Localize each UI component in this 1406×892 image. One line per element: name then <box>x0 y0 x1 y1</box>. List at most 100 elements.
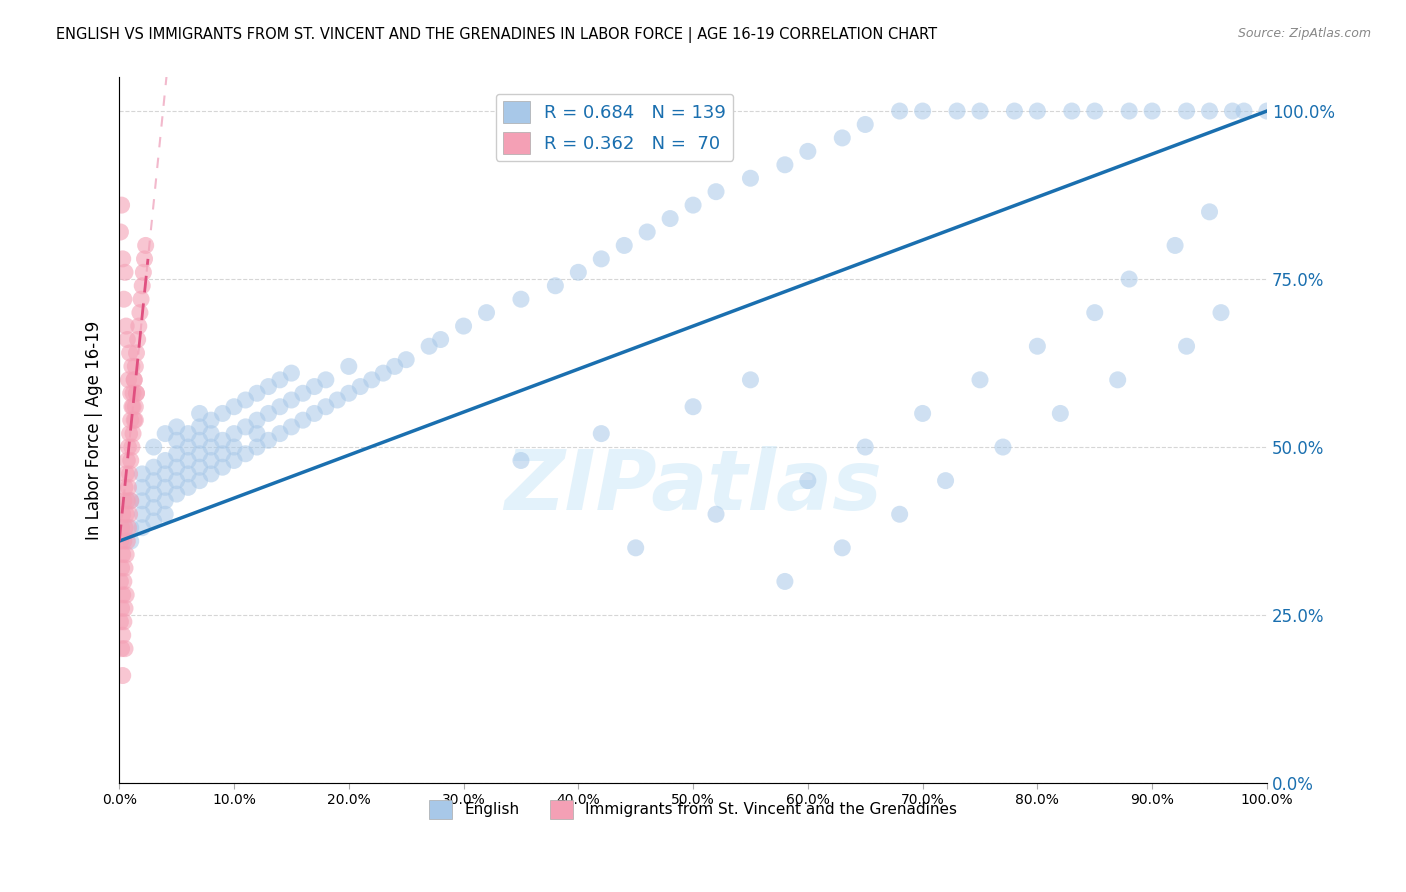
Point <box>235 420 257 434</box>
Point <box>1002 103 1025 118</box>
Point <box>969 373 991 387</box>
Point <box>1164 238 1187 252</box>
Point <box>704 508 727 522</box>
Point <box>1118 272 1140 286</box>
Point <box>110 198 132 212</box>
Point <box>166 460 188 475</box>
Point <box>112 615 135 629</box>
Point <box>991 440 1014 454</box>
Point <box>246 426 269 441</box>
Point <box>269 400 291 414</box>
Point <box>131 508 153 522</box>
Point <box>111 588 134 602</box>
Point <box>125 346 148 360</box>
Point <box>969 103 991 118</box>
Point <box>112 493 135 508</box>
Point <box>1256 103 1278 118</box>
Point <box>188 474 211 488</box>
Point <box>125 386 148 401</box>
Point <box>889 103 911 118</box>
Point <box>337 386 360 401</box>
Point <box>121 359 143 374</box>
Point <box>200 467 222 481</box>
Point <box>131 480 153 494</box>
Point <box>114 641 136 656</box>
Point <box>211 447 233 461</box>
Point <box>1209 305 1232 319</box>
Point <box>510 292 533 306</box>
Point <box>269 373 291 387</box>
Point <box>222 426 245 441</box>
Point <box>135 238 157 252</box>
Point <box>235 392 257 407</box>
Point <box>110 225 132 239</box>
Point <box>222 400 245 414</box>
Point <box>475 305 498 319</box>
Point <box>122 373 145 387</box>
Point <box>246 413 269 427</box>
Point <box>1118 103 1140 118</box>
Point <box>110 521 132 535</box>
Point <box>142 500 165 515</box>
Point <box>127 333 149 347</box>
Point <box>131 521 153 535</box>
Point <box>510 453 533 467</box>
Point <box>257 406 280 420</box>
Point <box>112 534 135 549</box>
Point <box>188 447 211 461</box>
Point <box>889 508 911 522</box>
Point <box>142 487 165 501</box>
Point <box>1222 103 1244 118</box>
Point <box>280 420 302 434</box>
Point <box>120 413 142 427</box>
Point <box>280 392 302 407</box>
Point <box>120 493 142 508</box>
Point <box>112 292 135 306</box>
Point <box>142 474 165 488</box>
Point <box>1198 204 1220 219</box>
Point <box>129 292 152 306</box>
Point <box>117 493 139 508</box>
Point <box>360 373 382 387</box>
Point <box>110 561 132 575</box>
Point <box>166 447 188 461</box>
Point <box>153 426 176 441</box>
Point <box>740 171 762 186</box>
Point <box>177 440 200 454</box>
Point <box>624 541 647 555</box>
Point <box>544 278 567 293</box>
Point <box>591 252 613 266</box>
Point <box>120 386 142 401</box>
Point <box>114 480 136 494</box>
Point <box>153 493 176 508</box>
Point <box>117 480 139 494</box>
Point <box>567 265 589 279</box>
Point <box>200 440 222 454</box>
Point <box>304 406 326 420</box>
Point <box>429 333 451 347</box>
Point <box>222 453 245 467</box>
Point <box>142 440 165 454</box>
Point <box>115 508 138 522</box>
Point <box>111 548 134 562</box>
Point <box>1233 103 1256 118</box>
Point <box>110 641 132 656</box>
Point <box>659 211 682 226</box>
Point <box>773 158 796 172</box>
Point <box>124 400 146 414</box>
Point <box>115 319 138 334</box>
Point <box>373 366 395 380</box>
Point <box>349 379 371 393</box>
Point <box>315 373 337 387</box>
Point <box>246 440 269 454</box>
Point <box>211 406 233 420</box>
Point <box>114 521 136 535</box>
Point <box>222 440 245 454</box>
Point <box>166 434 188 448</box>
Point <box>153 480 176 494</box>
Point <box>291 413 314 427</box>
Point <box>682 400 704 414</box>
Point <box>188 460 211 475</box>
Point <box>591 426 613 441</box>
Point <box>280 366 302 380</box>
